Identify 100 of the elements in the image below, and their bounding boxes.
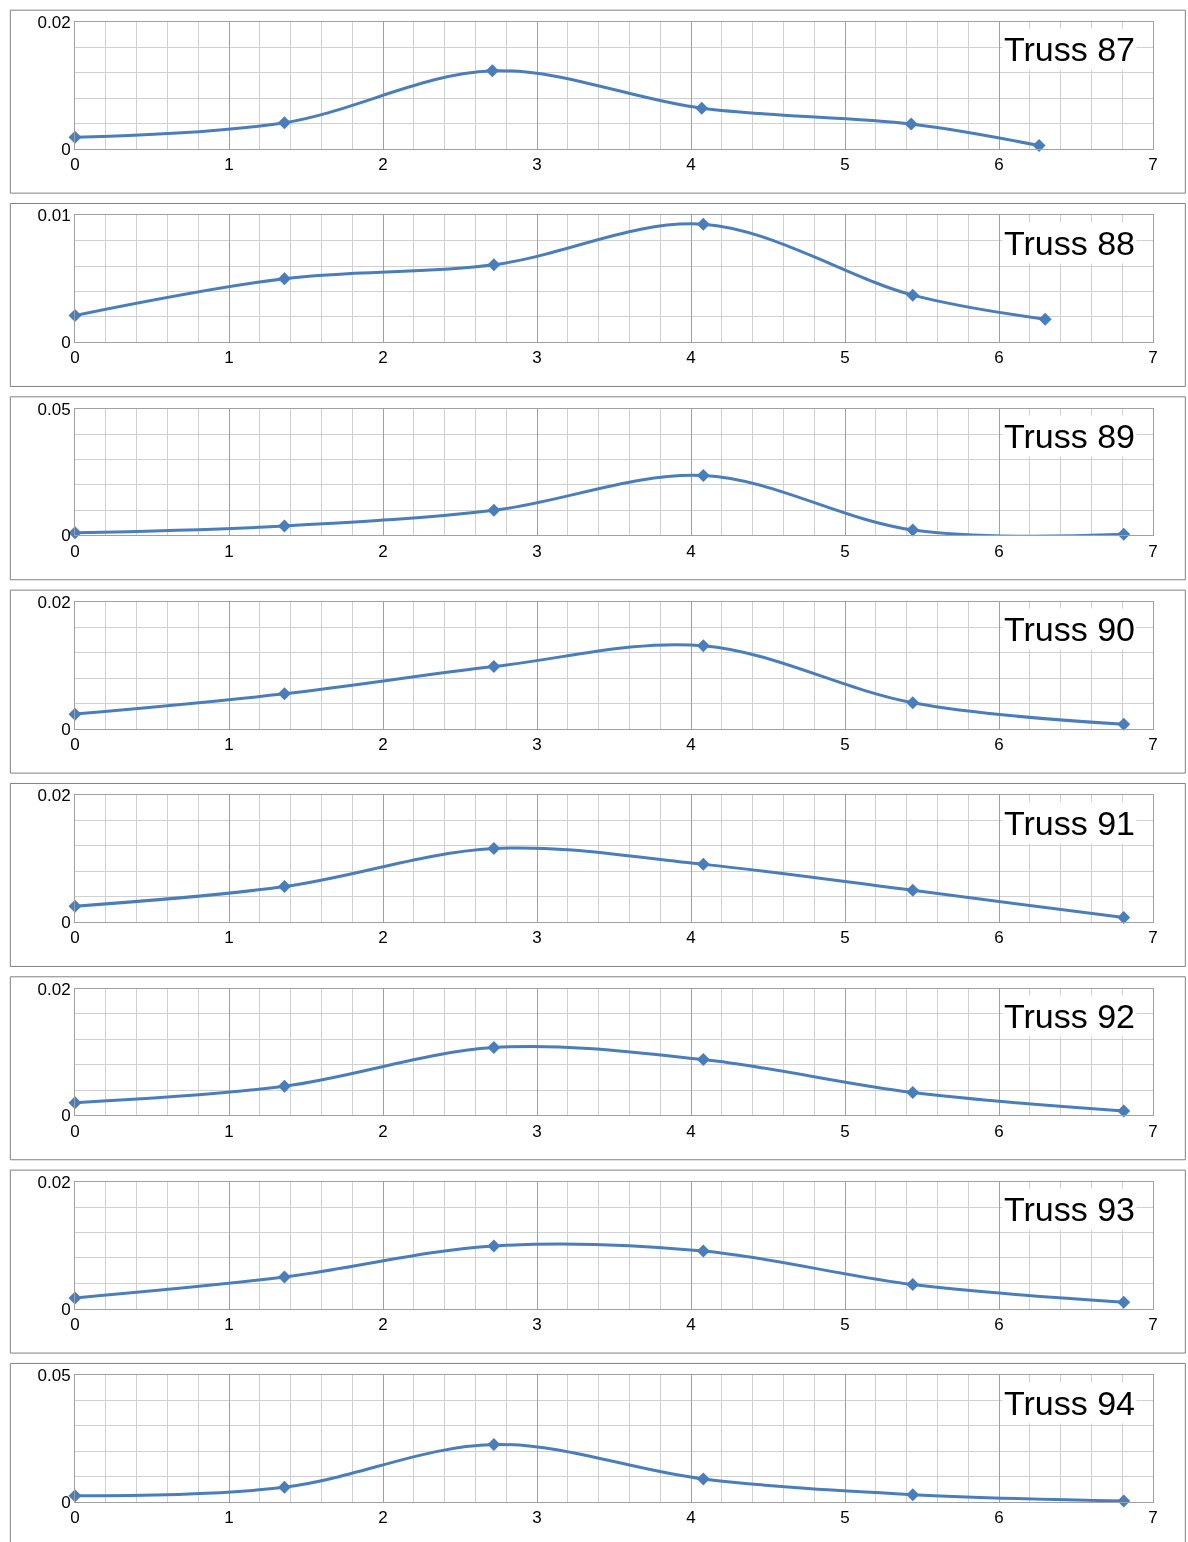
point [1038,312,1052,326]
x-tick-label: 7 [1148,155,1158,175]
x-tick-label: 3 [532,1315,542,1335]
x-tick-label: 1 [224,1315,234,1335]
x-tick-label: 1 [224,155,234,175]
x-tick-label: 2 [378,735,388,755]
x-tick-label: 7 [1148,348,1158,368]
x-tick-label: 4 [686,348,696,368]
x-tick-label: 6 [994,928,1004,948]
x-tick-label: 5 [840,928,850,948]
point [487,1239,501,1253]
y-tick-label: 0.01 [37,206,71,226]
x-tick-label: 1 [224,541,234,561]
y-tick-label: 0.02 [37,786,71,806]
x-tick-label: 3 [532,348,542,368]
point [277,1270,291,1284]
point [277,519,291,533]
y-tick-label: 0.02 [37,592,71,612]
y-tick-label: 0 [61,1106,71,1126]
x-tick-label: 6 [994,541,1004,561]
point [277,1079,291,1093]
chart-title: Truss 90 [1004,610,1136,648]
x-tick-label: 3 [532,155,542,175]
y-tick-label: 0.02 [37,1172,71,1192]
x-tick-label: 6 [994,1508,1004,1528]
y-tick-label: 0.02 [37,979,71,999]
x-tick-label: 1 [224,735,234,755]
x-tick-label: 7 [1148,541,1158,561]
point [1032,139,1046,153]
point [906,1488,920,1502]
point [696,217,710,231]
y-tick-label: 0 [61,526,71,546]
point [277,687,291,701]
x-tick-label: 3 [532,735,542,755]
y-tick-label: 0.02 [37,12,71,32]
x-tick-label: 4 [686,1508,696,1528]
point [1117,911,1131,925]
chart-title: Truss 88 [1004,224,1136,262]
point [696,857,710,871]
x-tick-label: 2 [378,541,388,561]
x-tick-label: 6 [994,348,1004,368]
x-tick-label: 2 [378,1121,388,1141]
x-tick-label: 5 [840,735,850,755]
point [1117,1295,1131,1309]
x-tick-label: 2 [378,1508,388,1528]
x-tick-label: 4 [686,1121,696,1141]
x-tick-label: 1 [224,928,234,948]
point [487,503,501,517]
y-tick-label: 0.05 [37,399,71,419]
x-tick-label: 5 [840,1315,850,1335]
y-tick-label: 0 [61,333,71,352]
point [487,1041,501,1055]
x-tick-label: 5 [840,155,850,175]
y-tick-label: 0.05 [37,1366,71,1386]
point [487,660,501,674]
chart-title: Truss 87 [1004,30,1136,68]
x-tick-label: 7 [1148,1315,1158,1335]
point [487,842,501,856]
point [1117,1104,1131,1118]
point [906,288,920,302]
x-tick-label: 4 [686,541,696,561]
x-tick-label: 7 [1148,1121,1158,1141]
point [695,101,709,115]
x-tick-label: 5 [840,1508,850,1528]
x-tick-label: 3 [532,1508,542,1528]
point [485,64,499,78]
point [906,1086,920,1100]
y-tick-label: 0 [61,139,71,159]
x-tick-label: 4 [686,928,696,948]
y-tick-label: 0 [61,719,71,739]
x-tick-label: 6 [994,1121,1004,1141]
point [696,1472,710,1486]
x-tick-label: 4 [686,1315,696,1335]
x-tick-label: 2 [378,348,388,368]
chart-title: Truss 89 [1004,417,1136,455]
chart-title: Truss 94 [1004,1384,1136,1422]
x-tick-label: 1 [224,1121,234,1141]
y-tick-label: 0 [61,1299,71,1319]
point [696,639,710,653]
y-tick-label: 0 [61,912,71,932]
point [906,523,920,537]
x-tick-label: 4 [686,735,696,755]
y-tick-label: 0 [61,1492,71,1512]
point [277,1480,291,1494]
point [487,258,501,272]
x-tick-label: 6 [994,155,1004,175]
point [906,883,920,897]
point [1117,717,1131,731]
x-tick-label: 4 [686,155,696,175]
x-tick-label: 5 [840,541,850,561]
x-tick-label: 3 [532,541,542,561]
point [904,117,918,131]
x-tick-label: 3 [532,928,542,948]
chart-title: Truss 92 [1004,997,1136,1035]
point [696,1244,710,1258]
chart-title: Truss 93 [1004,1190,1136,1228]
x-tick-label: 2 [378,1315,388,1335]
x-tick-label: 7 [1148,1508,1158,1528]
x-tick-label: 6 [994,735,1004,755]
point [277,880,291,894]
